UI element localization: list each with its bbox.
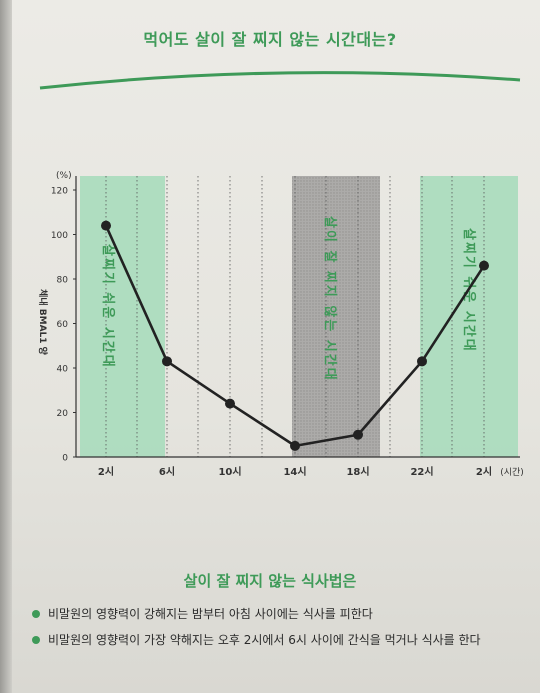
band-label-0: 살찌기 쉬운 시간대 xyxy=(100,244,116,369)
data-point-14시 xyxy=(290,440,300,451)
band-green-0 xyxy=(80,176,165,457)
bullet-dot-icon xyxy=(32,636,40,644)
list-item: 비말원의 영향력이 강해지는 밤부터 아침 사이에는 식사를 피한다 xyxy=(32,604,512,624)
y-tick-label: 120 xyxy=(51,187,68,197)
tips-list: 비말원의 영향력이 강해지는 밤부터 아침 사이에는 식사를 피한다 비말원의 … xyxy=(32,604,512,656)
tip-text-1: 비말원의 영향력이 강해지는 밤부터 아침 사이에는 식사를 피한다 xyxy=(48,607,373,621)
y-tick-label: 0 xyxy=(62,454,68,464)
band-gray-1 xyxy=(292,176,380,457)
x-tick-label: 2시 xyxy=(98,466,114,478)
data-point-2시 xyxy=(479,260,489,271)
list-item: 비말원의 영향력이 가장 약해지는 오후 2시에서 6시 사이에 간식을 먹거나… xyxy=(32,630,512,650)
x-tick-label: 2시 xyxy=(476,466,492,478)
data-point-2시 xyxy=(101,220,111,231)
bmal1-line-chart: 0 20 40 60 80 100 120 (%) 체내 BMAL1 양 2시 6시 10시 14시 18… xyxy=(37,171,524,478)
data-point-22시 xyxy=(417,356,427,367)
title-underline-arc xyxy=(39,71,521,90)
y-tick-label: 60 xyxy=(57,320,69,330)
data-point-10시 xyxy=(225,398,235,409)
data-point-6시 xyxy=(162,356,172,367)
x-tick-label: 6시 xyxy=(159,466,175,478)
band-label-1: 살이 잘 찌지 않는 시간대 xyxy=(322,216,338,382)
y-unit-label: (%) xyxy=(56,171,72,181)
y-axis-title: 체내 BMAL1 양 xyxy=(37,289,49,356)
x-tick-label: 22시 xyxy=(410,466,433,478)
data-point-18시 xyxy=(353,429,363,440)
y-tick-label: 20 xyxy=(57,409,69,419)
bullet-dot-icon xyxy=(32,610,40,618)
x-axis-title: (시간) xyxy=(500,467,524,478)
page-title: 먹어도 살이 잘 찌지 않는 시간대는? xyxy=(143,30,397,49)
band-green-2 xyxy=(420,176,518,457)
x-tick-label: 18시 xyxy=(346,466,369,478)
y-tick-label: 80 xyxy=(57,276,69,286)
tip-text-2: 비말원의 영향력이 가장 약해지는 오후 2시에서 6시 사이에 간식을 먹거나… xyxy=(48,633,481,647)
section-subtitle: 살이 잘 찌지 않는 식사법은 xyxy=(183,572,357,590)
x-tick-label: 14시 xyxy=(283,466,306,478)
x-tick-label: 10시 xyxy=(218,466,241,478)
book-spine-shadow xyxy=(0,0,12,693)
y-tick-label: 100 xyxy=(51,231,68,241)
y-tick-label: 40 xyxy=(57,365,69,375)
